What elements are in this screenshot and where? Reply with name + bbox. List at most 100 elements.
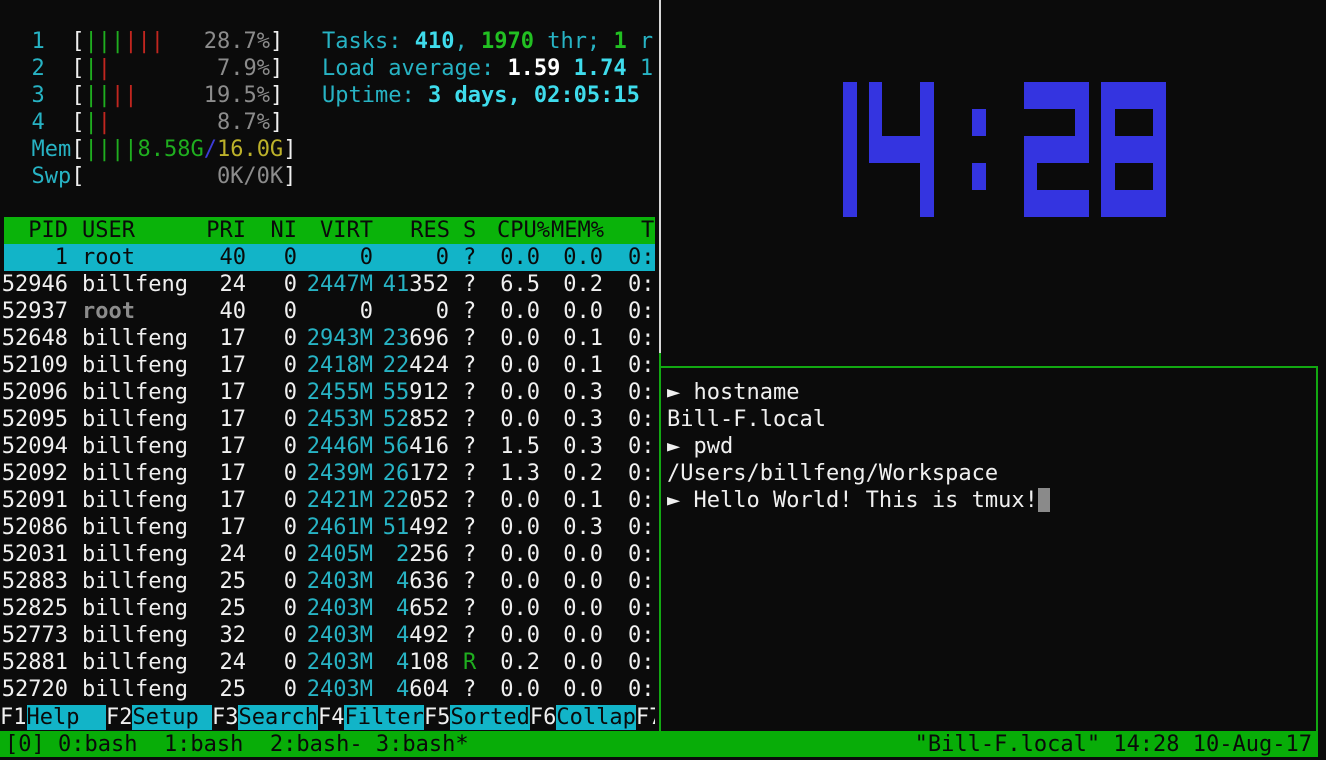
clock-pixel: [1139, 190, 1154, 217]
process-row[interactable]: 52109 billfeng 17 0 2418M 22424? 0.0 0.1 0:: [2, 352, 655, 379]
pri: 24: [219, 650, 247, 675]
t: 0:: [628, 434, 655, 459]
process-row[interactable]: 52086 billfeng 17 0 2461M 51492? 0.0 0.3 0:: [2, 514, 655, 541]
pri: 17: [219, 407, 247, 432]
bracket: ]: [283, 137, 297, 162]
mem-pct: 0.3: [563, 407, 603, 432]
user: billfeng: [82, 461, 188, 486]
column-header-mem-pct[interactable]: MEM%: [551, 218, 604, 243]
clock-pixel: [843, 109, 857, 136]
process-row[interactable]: 52937 root 40 0 0 0? 0.0 0.0 0:: [2, 298, 655, 325]
cpu-pct: 0.0: [500, 542, 540, 567]
res-units: 052: [409, 488, 449, 513]
column-header-s[interactable]: S: [463, 218, 477, 243]
process-row[interactable]: 52773 billfeng 32 0 2403M 4492? 0.0 0.0 0:: [2, 622, 655, 649]
column-header-user[interactable]: USER: [82, 218, 135, 243]
virt: 2418M: [306, 353, 373, 378]
ni: 0: [283, 245, 297, 270]
mem-pct: 0.0: [563, 299, 603, 324]
clock-pixel: [1152, 82, 1167, 109]
bracket: ]: [269, 29, 284, 54]
user: billfeng: [82, 434, 188, 459]
window-list[interactable]: [0] 0:bash 1:bash 2:bash- 3:bash*: [5, 732, 469, 757]
clock-pixel: [1101, 163, 1115, 190]
clock-pixel: [868, 136, 883, 163]
process-row[interactable]: 52825 billfeng 25 0 2403M 4652? 0.0 0.0 0:: [2, 595, 655, 622]
clock-pixel: [920, 190, 934, 217]
fkey-filter[interactable]: F4Filter: [318, 705, 424, 730]
column-header-ni[interactable]: NI: [270, 218, 298, 243]
res-units: 492: [409, 515, 449, 540]
process-row[interactable]: 52720 billfeng 25 0 2403M 4604? 0.0 0.0 0:: [2, 676, 655, 703]
process-row[interactable]: 52092 billfeng 17 0 2439M 26172? 1.3 0.2 0:: [2, 460, 655, 487]
meter-bar: |: [137, 29, 151, 54]
pri: 40: [219, 245, 247, 270]
process-row[interactable]: 52095 billfeng 17 0 2453M 52852? 0.0 0.3 0:: [2, 406, 655, 433]
s: ?: [463, 596, 477, 621]
meter-bar: |: [84, 29, 98, 54]
process-row[interactable]: 52946 billfeng 24 0 2447M 41352? 6.5 0.2 0:: [2, 271, 655, 298]
clock-pixel: [1101, 109, 1115, 136]
process-row[interactable]: 52031 billfeng 24 0 2405M 2256? 0.0 0.0 0:: [2, 541, 655, 568]
ni: 0: [283, 488, 297, 513]
clock-pixel: [843, 190, 857, 217]
column-header-res[interactable]: RES: [410, 218, 450, 243]
process-row[interactable]: 52091 billfeng 17 0 2421M 22052? 0.0 0.1 0:: [2, 487, 655, 514]
res: 0: [435, 299, 449, 324]
res: 0: [435, 245, 449, 270]
process-row[interactable]: 52096 billfeng 17 0 2455M 55912? 0.0 0.3 0:: [1, 379, 655, 406]
mem-pct: 0.3: [563, 380, 603, 405]
process-row[interactable]: 1 root 40 0 0 0? 0.0 0.0 0:: [4, 244, 655, 271]
pid: 52096: [1, 380, 68, 405]
pri: 24: [219, 542, 247, 567]
t: 0:: [628, 515, 655, 540]
column-header-pid[interactable]: PID: [28, 218, 68, 243]
cpu-label: 1: [5, 29, 72, 54]
bracket: [: [71, 110, 85, 135]
cpu-pct: 0.0: [500, 623, 540, 648]
fkey-n[interactable]: F7N: [636, 705, 655, 730]
fkey-help[interactable]: F1Help: [0, 705, 106, 730]
res-units: 636: [409, 569, 449, 594]
fkey-collap[interactable]: F6Collap: [530, 705, 636, 730]
column-header-t[interactable]: T: [641, 218, 655, 243]
clock-pixel: [1075, 109, 1089, 136]
process-table-header[interactable]: PID USER PRI NI VIRT RES S CPU% MEM% T: [4, 217, 655, 244]
res: 26172: [383, 460, 449, 487]
process-row[interactable]: 52881 billfeng 24 0 2403M 4108 R 0.2 0.0 0:: [2, 649, 655, 676]
clock-pixel: [894, 136, 909, 163]
clock-pixel: [920, 109, 934, 136]
column-header-virt[interactable]: VIRT: [320, 218, 373, 243]
output-text: Bill-F.local: [667, 407, 826, 432]
pane-divider[interactable]: [659, 0, 661, 353]
bracket: [: [71, 29, 85, 54]
pad: [84, 164, 216, 189]
process-row[interactable]: 52648 billfeng 17 0 2943M 23696? 0.0 0.1 0:: [1, 325, 655, 352]
virt: 2461M: [306, 515, 373, 540]
htop-pane[interactable]: 1 [|||||| 28.7%] 2 [|| 7.9%] 3 [|||| 19.…: [0, 0, 655, 731]
clock-pixel: [907, 136, 921, 163]
process-row[interactable]: 52883 billfeng 25 0 2403M 4636? 0.0 0.0 0:: [2, 568, 655, 595]
column-header-cpu-pct[interactable]: CPU%: [497, 218, 550, 243]
meter-bar: |: [97, 56, 111, 81]
fkey-sorted[interactable]: F5Sorted: [424, 705, 530, 730]
pane-divider-horizontal[interactable]: [661, 366, 1316, 368]
meter-bar: |: [150, 29, 164, 54]
s: ?: [463, 353, 477, 378]
fkey-search[interactable]: F3Search: [212, 705, 318, 730]
fkey-number: F3: [211, 705, 239, 730]
ni: 0: [283, 380, 297, 405]
column-header-pri[interactable]: PRI: [206, 218, 246, 243]
cpu-pct: 1.3: [500, 461, 540, 486]
fkey-setup[interactable]: F2Setup: [106, 705, 212, 730]
clock-pixel: [1062, 82, 1076, 109]
pid: 52648: [1, 326, 68, 351]
pane-divider-active[interactable]: [659, 353, 661, 731]
t: 0:: [628, 380, 655, 405]
pri: 32: [219, 623, 247, 648]
load-5: 1.74: [573, 56, 627, 81]
res: 4652: [396, 595, 449, 622]
t: 0:: [628, 677, 655, 702]
meter-bar: |: [97, 83, 111, 108]
process-row[interactable]: 52094 billfeng 17 0 2446M 56416? 1.5 0.3 0:: [2, 433, 655, 460]
